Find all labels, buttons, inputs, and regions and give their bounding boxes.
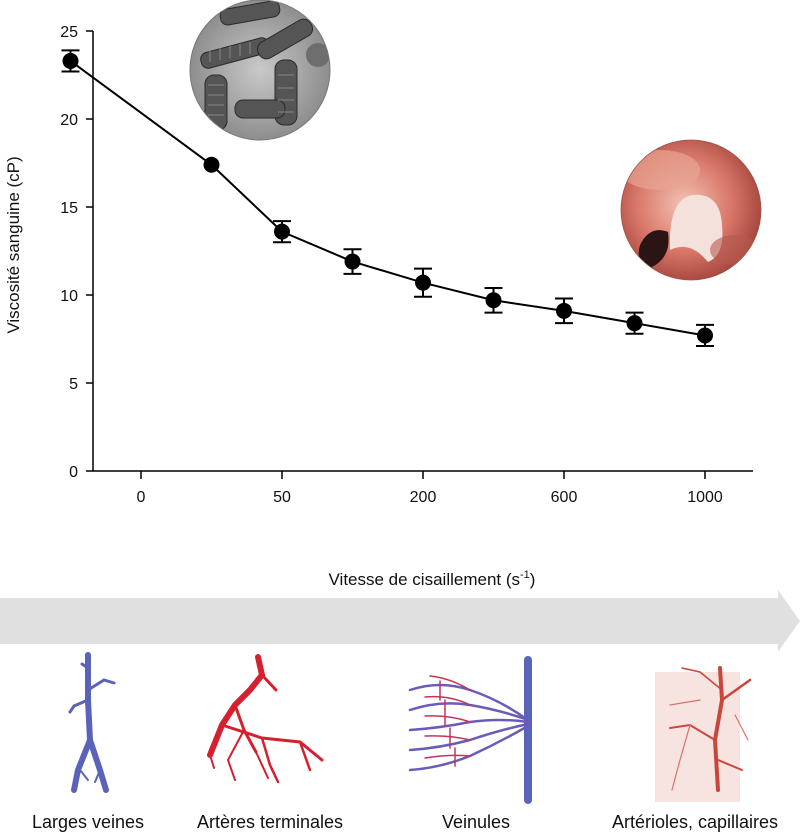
data-point [344, 253, 361, 270]
data-point [203, 156, 220, 173]
x-tick-label: 600 [551, 489, 578, 506]
viscosity-series [61, 49, 714, 348]
vessel-label-terminal-arteries: Artères terminales [196, 812, 344, 832]
data-point [697, 327, 713, 344]
data-point [62, 52, 79, 69]
y-axis-title: Viscosité sanguine (cP) [4, 156, 23, 333]
y-ticks: 0 5 10 15 20 25 [60, 24, 93, 481]
x-tick-label: 0 [137, 489, 146, 506]
y-tick-label: 5 [69, 376, 78, 393]
vessel-label-arterioles-capillaries: Artérioles, capillaires [611, 812, 779, 832]
large-veins-icon [68, 652, 116, 793]
arterioles-capillaries-icon [655, 666, 752, 802]
x-tick-label: 200 [410, 489, 437, 506]
terminal-arteries-icon [207, 654, 324, 784]
data-point [626, 315, 643, 332]
x-tick-label: 50 [273, 489, 291, 506]
y-tick-label: 20 [60, 112, 78, 129]
data-point [556, 302, 572, 319]
deformed-rbc-micrograph [620, 139, 762, 281]
x-ticks: 0 50 200 600 1000 [137, 471, 723, 506]
vessel-label-venules: Veinules [441, 812, 511, 832]
x-tick-label: 1000 [687, 489, 723, 506]
y-tick-label: 0 [69, 464, 78, 481]
y-tick-label: 15 [60, 200, 78, 217]
vessel-label-large-veins: Larges veines [31, 812, 145, 832]
x-axis-title: Vitesse de cisaillement (s-1) [329, 569, 536, 589]
venules-icon [408, 656, 532, 804]
series-line [69, 60, 706, 337]
y-tick-label: 10 [60, 288, 78, 305]
data-point [485, 292, 502, 309]
y-tick-label: 25 [60, 24, 78, 41]
data-point [415, 274, 431, 291]
rouleaux-micrograph [189, 0, 331, 141]
shear-rate-arrow [0, 590, 800, 652]
data-point [274, 223, 290, 240]
